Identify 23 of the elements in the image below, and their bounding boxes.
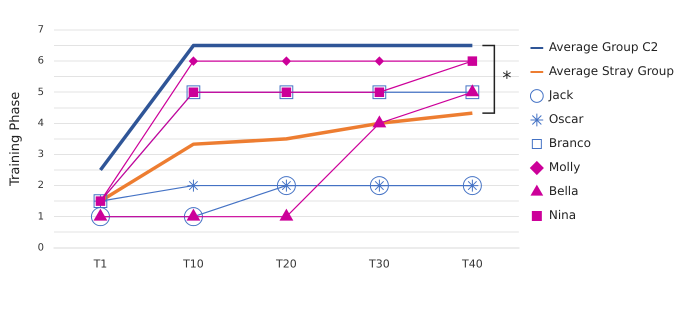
y-tick-label: 5 bbox=[38, 86, 44, 98]
y-tick-label: 1 bbox=[38, 211, 44, 222]
legend-label: Jack bbox=[548, 88, 574, 102]
annotation: * bbox=[502, 68, 512, 89]
x-tick-label: T40 bbox=[461, 257, 483, 270]
y-tick-label: 6 bbox=[38, 56, 44, 67]
y-tick-label: 4 bbox=[38, 118, 44, 129]
x-tick-label: T10 bbox=[182, 257, 204, 270]
legend-label: Average Stray Group bbox=[548, 64, 674, 78]
y-tick-label: 2 bbox=[38, 180, 44, 192]
y-tick-label: 0 bbox=[38, 242, 44, 254]
y-axis-title: Training Phase bbox=[8, 92, 24, 188]
legend-label: Molly bbox=[548, 160, 580, 174]
x-tick-label: T20 bbox=[275, 257, 297, 270]
legend-label: Oscar bbox=[548, 112, 584, 126]
y-tick-label: 3 bbox=[38, 149, 44, 160]
legend-label: Nina bbox=[548, 208, 576, 222]
legend-label: Average Group C2 bbox=[548, 40, 658, 54]
x-tick-label: T1 bbox=[92, 257, 108, 270]
legend-label: Bella bbox=[548, 184, 578, 198]
y-tick-label: 7 bbox=[38, 24, 44, 36]
x-tick-label: T30 bbox=[368, 257, 390, 270]
legend-label: Branco bbox=[548, 136, 591, 150]
